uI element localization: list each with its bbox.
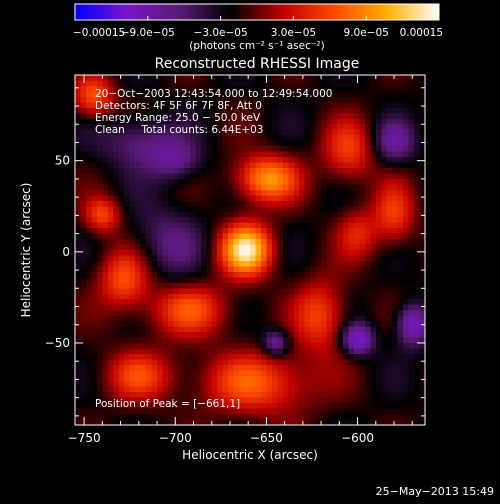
colorbar-tick-label: −9.0e−05	[121, 27, 175, 39]
colorbar-tick-label: 3.0e−05	[271, 27, 316, 39]
footer-date: 25−May−2013 15:49	[375, 485, 494, 498]
y-tick-label: −50	[45, 336, 70, 350]
y-tick-label: 0	[62, 245, 70, 259]
x-tick-label: −750	[68, 431, 101, 445]
colorbar-tick-label: −3.0e−05	[194, 27, 248, 39]
colorbar-tick-label: −0.00015	[73, 27, 125, 39]
annotation-time-range: 20−Oct−2003 12:43:54.000 to 12:49:54.000	[95, 88, 333, 100]
y-axis-label: Heliocentric Y (arcsec)	[19, 183, 33, 318]
colorbar	[74, 3, 440, 21]
annotation-peak-position: Position of Peak = [−661,1]	[95, 398, 241, 410]
x-tick-label: −600	[341, 431, 374, 445]
y-tick-label: 50	[55, 154, 70, 168]
colorbar-tick-label: 9.0e−05	[344, 27, 389, 39]
plot-frame	[74, 74, 426, 426]
heatmap-image	[75, 75, 425, 425]
x-tick-label: −700	[159, 431, 192, 445]
colorbar-units: (photons cm⁻² s⁻¹ asec⁻²)	[189, 40, 324, 52]
colorbar-ticks: −0.00015−9.0e−05 −3.0e−05 3.0e−05 9.0e−05 0.…	[73, 16, 443, 39]
axis-ticks: −750 −700 −650 −600 −50 0 50	[45, 75, 425, 445]
annotation-detectors: Detectors: 4F 5F 6F 7F 8F, Att 0	[95, 100, 262, 112]
chart-title: Reconstructed RHESSI Image	[155, 56, 360, 72]
x-axis-label: Heliocentric X (arcsec)	[182, 448, 318, 462]
annotation-method-counts: Clean Total counts: 6.44E+03	[95, 124, 264, 136]
colorbar-tick-label: 0.00015	[400, 27, 443, 39]
annotation-energy-range: Energy Range: 25.0 − 50.0 keV	[95, 112, 261, 124]
x-tick-label: −650	[250, 431, 283, 445]
